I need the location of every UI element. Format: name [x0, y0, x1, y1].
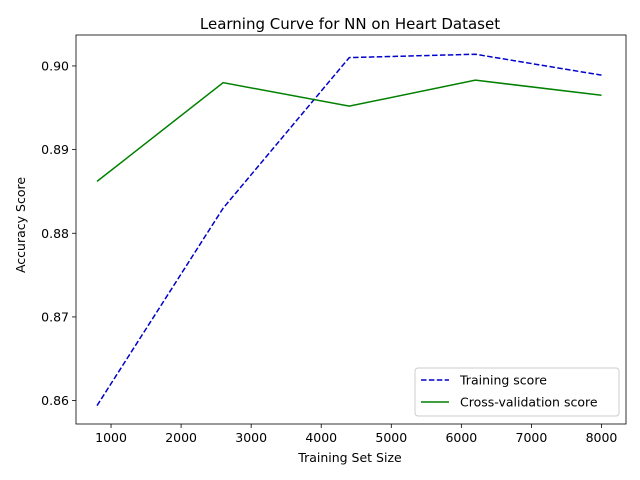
y-tick-label: 0.90: [41, 58, 69, 73]
chart-title: Learning Curve for NN on Heart Dataset: [200, 15, 500, 33]
y-axis: 0.86 0.87 0.88 0.89 0.90: [41, 58, 76, 408]
series-line-training-score: [96, 53, 602, 407]
y-tick-label: 0.86: [41, 393, 69, 408]
x-axis: 1000 2000 3000 4000 5000 6000 7000 8000: [95, 424, 617, 445]
legend-label: Cross-validation score: [460, 395, 598, 410]
x-tick-label: 4000: [305, 430, 337, 445]
x-tick-label: 2000: [165, 430, 197, 445]
x-tick-label: 8000: [586, 430, 618, 445]
y-tick-label: 0.87: [41, 309, 69, 324]
x-tick-label: 3000: [235, 430, 267, 445]
legend-label: Training score: [459, 373, 547, 388]
x-axis-label: Training Set Size: [297, 450, 402, 465]
x-tick-label: 5000: [375, 430, 407, 445]
x-tick-label: 7000: [516, 430, 548, 445]
y-tick-label: 0.89: [41, 142, 69, 157]
plot-frame: [75, 34, 627, 425]
series-line-cross-validation-score: [96, 79, 602, 182]
y-tick-label: 0.88: [41, 226, 69, 241]
x-tick-label: 1000: [95, 430, 127, 445]
legend: Training score Cross-validation score: [414, 367, 620, 417]
plot-area: [75, 34, 627, 425]
legend-box: [414, 367, 620, 417]
y-axis-label: Accuracy Score: [13, 177, 28, 273]
x-tick-label: 6000: [445, 430, 477, 445]
series-layer: [96, 53, 602, 407]
